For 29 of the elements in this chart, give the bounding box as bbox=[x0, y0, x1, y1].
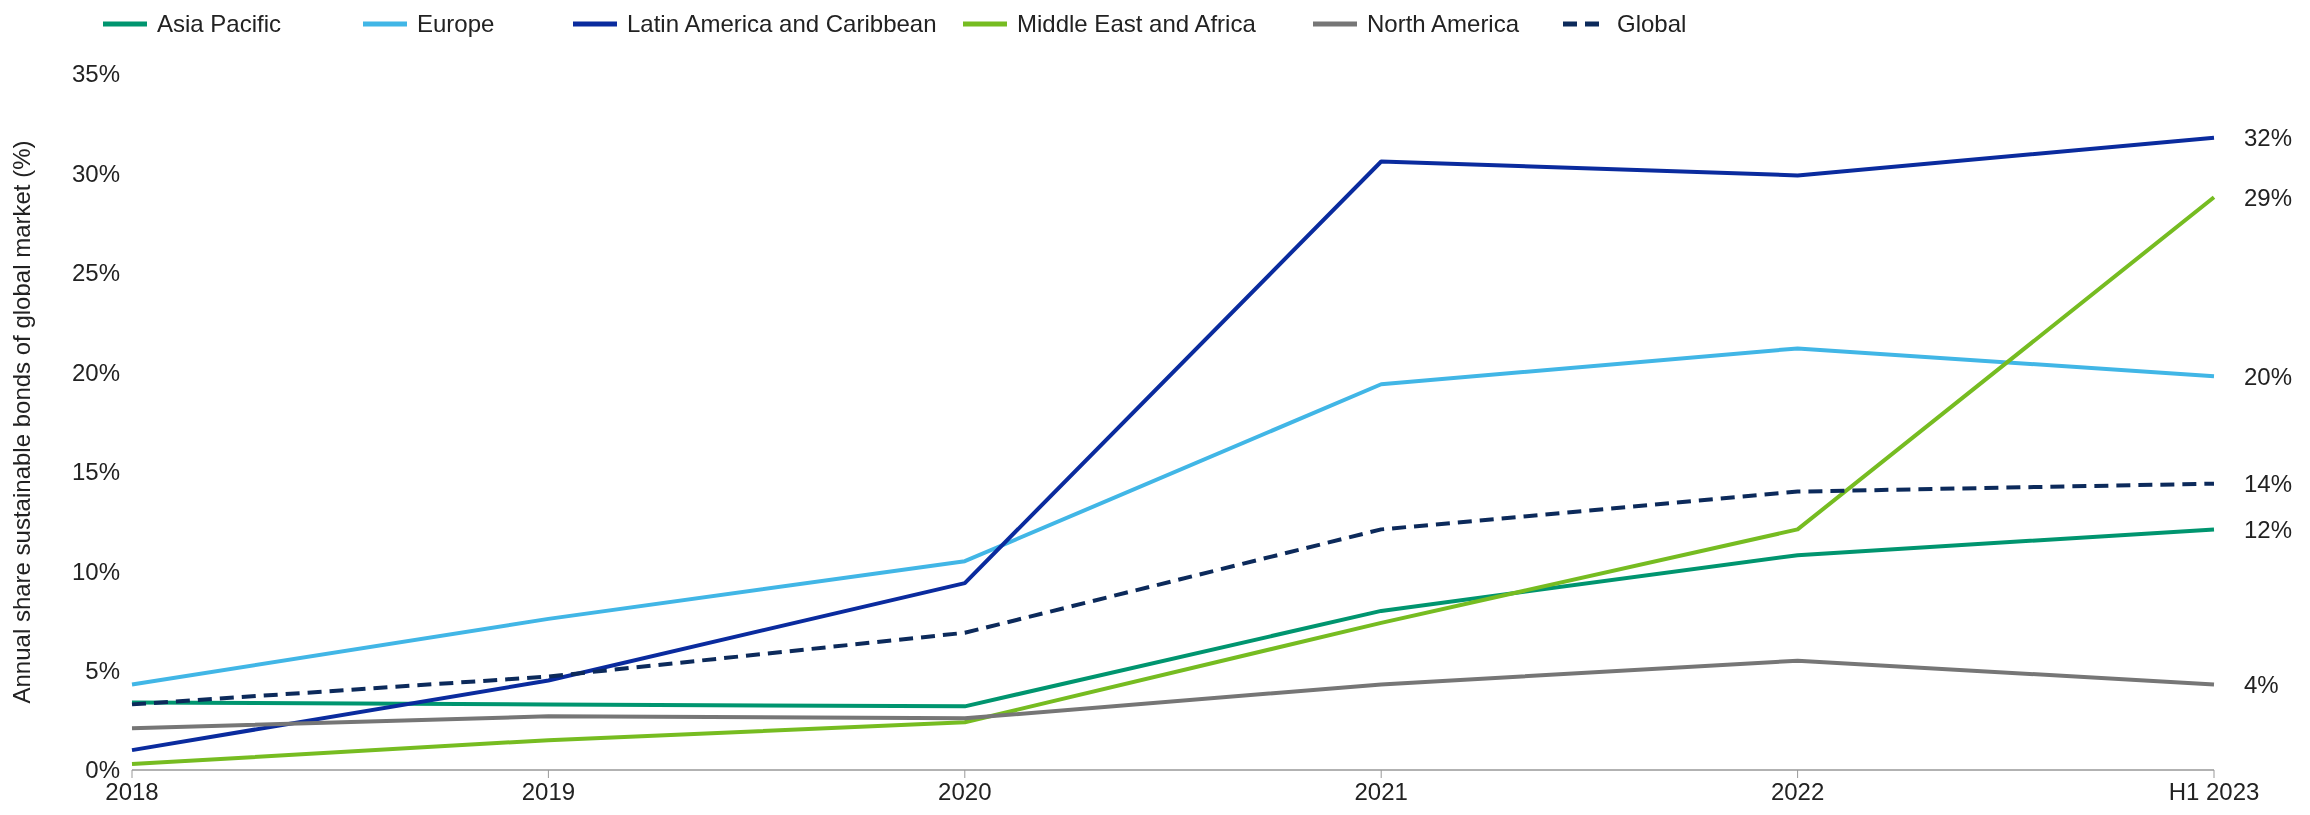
legend-label: Global bbox=[1617, 10, 1687, 38]
y-tick-label: 20% bbox=[71, 358, 120, 386]
y-tick-label: 15% bbox=[71, 458, 120, 486]
y-tick-label: 35% bbox=[71, 60, 120, 88]
line-series bbox=[130, 346, 2216, 687]
data-label: 4% bbox=[2244, 670, 2279, 698]
x-tick-label: 2021 bbox=[1354, 778, 1408, 805]
y-tick-label: 5% bbox=[85, 656, 120, 684]
data-label: 14% bbox=[2244, 470, 2293, 498]
y-tick-label: 30% bbox=[71, 159, 120, 187]
y-tick-label: 25% bbox=[71, 259, 120, 287]
y-axis-title: Annual share sustainable bonds of global market (%) bbox=[8, 140, 35, 704]
legend-label: Europe bbox=[417, 10, 495, 38]
data-label: 20% bbox=[2244, 362, 2293, 390]
legend-label: Latin America and Caribbean bbox=[627, 10, 937, 38]
x-tick-label: H1 2023 bbox=[2168, 778, 2260, 805]
data-label: 29% bbox=[2244, 183, 2293, 211]
line-series bbox=[130, 527, 2216, 709]
line-series bbox=[130, 481, 2216, 707]
data-label: 32% bbox=[2244, 124, 2293, 152]
legend-label: Middle East and Africa bbox=[1017, 10, 1257, 38]
legend-label: North America bbox=[1367, 10, 1520, 38]
data-label: 12% bbox=[2244, 515, 2293, 543]
x-tick-label: 2020 bbox=[938, 778, 992, 805]
y-tick-label: 10% bbox=[71, 557, 120, 585]
x-tick-label: 2022 bbox=[1770, 778, 1825, 805]
legend-label: Asia Pacific bbox=[157, 10, 282, 38]
line-series bbox=[130, 658, 2216, 731]
x-tick-label: 2019 bbox=[521, 778, 576, 805]
